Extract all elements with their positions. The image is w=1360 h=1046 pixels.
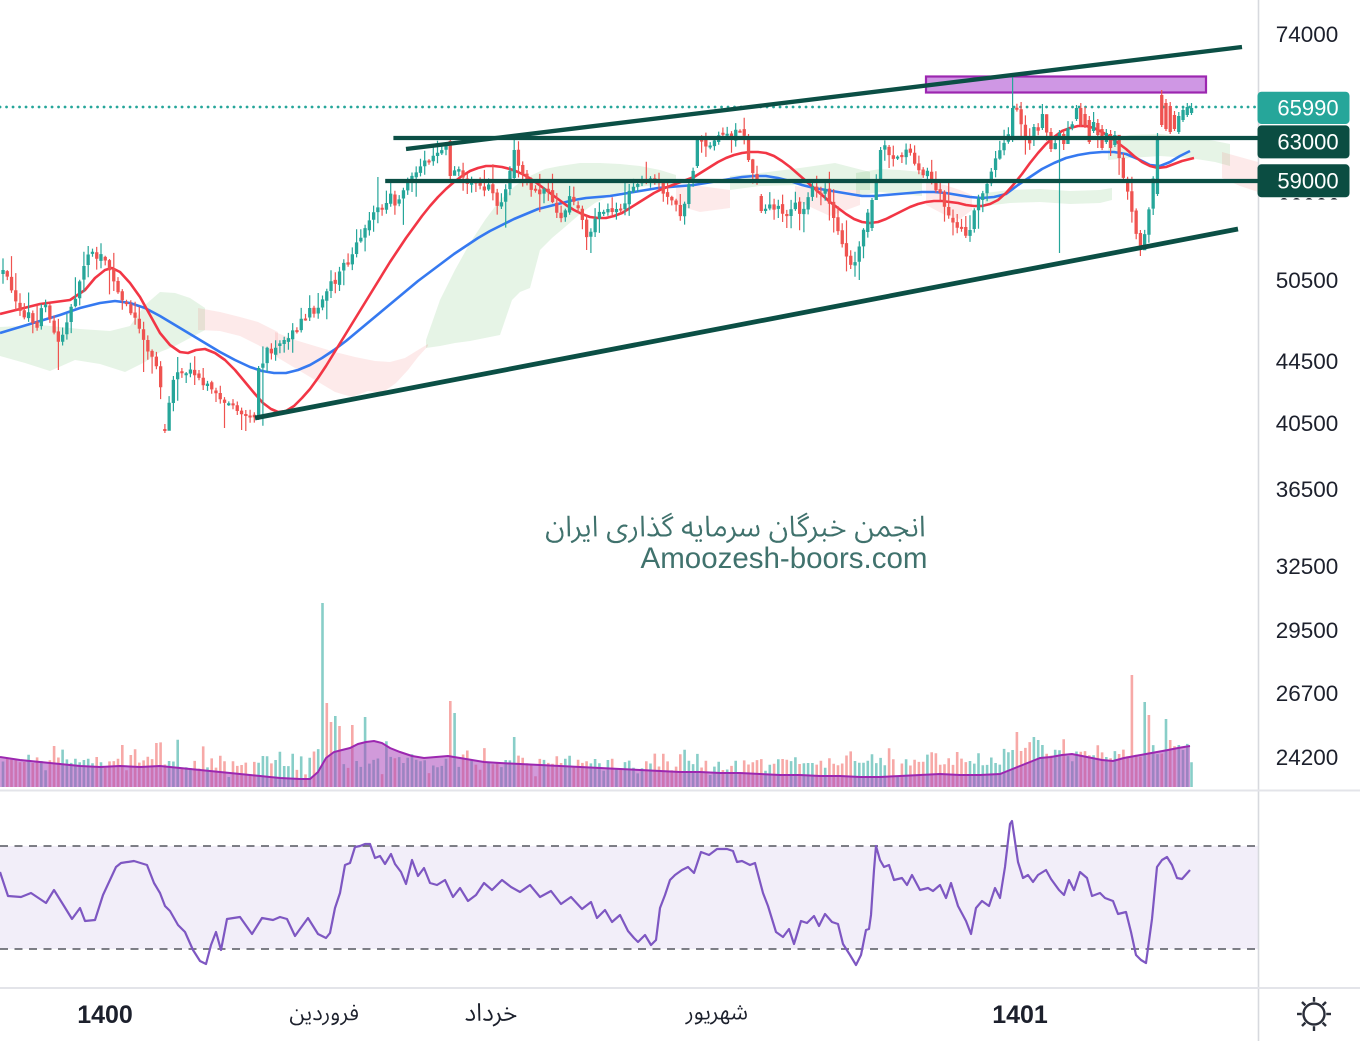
svg-text:29500: 29500 — [1276, 618, 1339, 643]
svg-text:59000: 59000 — [1277, 169, 1338, 194]
svg-text:36500: 36500 — [1276, 477, 1339, 502]
svg-text:24200: 24200 — [1276, 745, 1339, 770]
svg-text:44500: 44500 — [1276, 349, 1339, 374]
svg-text:74000: 74000 — [1276, 22, 1339, 47]
svg-text:Amoozesh-boors.com: Amoozesh-boors.com — [641, 542, 928, 575]
svg-text:26700: 26700 — [1276, 681, 1339, 706]
svg-text:63000: 63000 — [1277, 130, 1338, 155]
svg-text:32500: 32500 — [1276, 554, 1339, 579]
svg-text:1401: 1401 — [992, 1001, 1048, 1029]
svg-text:1400: 1400 — [77, 1001, 133, 1029]
svg-text:65990: 65990 — [1277, 96, 1338, 121]
svg-text:40500: 40500 — [1276, 411, 1339, 436]
svg-text:50500: 50500 — [1276, 268, 1339, 293]
